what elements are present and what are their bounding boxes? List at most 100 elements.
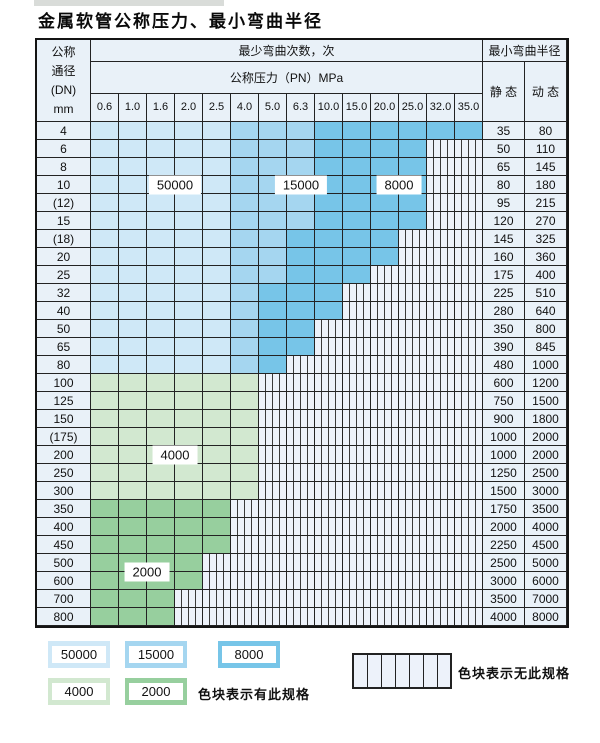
- cycle-zone-cell: [203, 302, 231, 320]
- cycle-zone-cell: [175, 500, 203, 518]
- cycle-zone-cell: [231, 464, 259, 482]
- cycle-zone-cell: [231, 482, 259, 500]
- no-spec-cell: [287, 356, 315, 374]
- no-spec-cell: [455, 356, 483, 374]
- no-spec-cell: [343, 410, 371, 428]
- no-spec-cell: [371, 500, 399, 518]
- no-spec-cell: [427, 608, 455, 626]
- no-spec-cell: [287, 536, 315, 554]
- header-pressure-value: 1.0: [119, 94, 147, 122]
- cycle-zone-cell: [119, 482, 147, 500]
- cycle-zone-cell: [119, 338, 147, 356]
- no-spec-cell: [259, 410, 287, 428]
- cycle-zone-cell: [91, 446, 119, 464]
- legend-note-has-spec: 色块表示有此规格: [198, 687, 311, 702]
- cycle-zone-cell: [147, 410, 175, 428]
- dynamic-radius-cell: 4000: [525, 518, 567, 536]
- cycle-zone-cell: [203, 356, 231, 374]
- no-spec-cell: [371, 608, 399, 626]
- no-spec-cell: [343, 482, 371, 500]
- no-spec-cell: [427, 446, 455, 464]
- no-spec-cell: [231, 608, 259, 626]
- dynamic-radius-cell: 640: [525, 302, 567, 320]
- no-spec-cell: [455, 212, 483, 230]
- cycle-zone-cell: [147, 392, 175, 410]
- cycle-zone-cell: [175, 428, 203, 446]
- cycle-zone-cell: [147, 230, 175, 248]
- no-spec-cell: [175, 608, 203, 626]
- no-spec-cell: [427, 212, 455, 230]
- cycle-zone-cell: [287, 302, 315, 320]
- no-spec-cell: [427, 392, 455, 410]
- cycle-zone-cell: [91, 140, 119, 158]
- dn-cell: (12): [37, 194, 91, 212]
- cycle-zone-cell: [203, 518, 231, 536]
- cycle-zone-cell: [147, 374, 175, 392]
- no-spec-cell: [175, 590, 203, 608]
- no-spec-cell: [399, 230, 427, 248]
- cycle-zone-cell: [259, 248, 287, 266]
- no-spec-cell: [399, 356, 427, 374]
- static-radius-cell: 35: [483, 122, 525, 140]
- no-spec-cell: [399, 590, 427, 608]
- cycle-zone-cell: [119, 194, 147, 212]
- no-spec-cell: [455, 428, 483, 446]
- cycle-zone-cell: [231, 446, 259, 464]
- no-spec-cell: [315, 608, 343, 626]
- legend-swatch-15000: 15000: [125, 641, 187, 668]
- dynamic-radius-cell: 325: [525, 230, 567, 248]
- dn-cell: (175): [37, 428, 91, 446]
- cycle-zone-cell: [119, 266, 147, 284]
- no-spec-cell: [455, 410, 483, 428]
- no-spec-cell: [427, 554, 455, 572]
- dn-cell: 800: [37, 608, 91, 626]
- dynamic-radius-cell: 1500: [525, 392, 567, 410]
- header-pressure-value: 2.5: [203, 94, 231, 122]
- no-spec-cell: [343, 590, 371, 608]
- cycle-zone-cell: [259, 356, 287, 374]
- no-spec-cell: [399, 248, 427, 266]
- cycle-zone-cell: [175, 248, 203, 266]
- dn-cell: 150: [37, 410, 91, 428]
- no-spec-cell: [371, 446, 399, 464]
- legend-swatch-label: 50000: [52, 646, 106, 663]
- cycle-zone-cell: [231, 140, 259, 158]
- cycle-zone-cell: [371, 212, 399, 230]
- cycle-zone-cell: [175, 320, 203, 338]
- no-spec-cell: [203, 590, 231, 608]
- cycle-zone-cell: [203, 122, 231, 140]
- cycle-zone-cell: [119, 320, 147, 338]
- zone-label-50000: 50000: [148, 175, 202, 195]
- no-spec-cell: [455, 554, 483, 572]
- dynamic-radius-cell: 3500: [525, 500, 567, 518]
- cycle-zone-cell: [91, 572, 119, 590]
- cycle-zone-cell: [147, 338, 175, 356]
- cycle-zone-cell: [371, 140, 399, 158]
- cycle-zone-cell: [203, 428, 231, 446]
- cycle-zone-cell: [231, 122, 259, 140]
- no-spec-cell: [259, 392, 287, 410]
- dn-cell: 125: [37, 392, 91, 410]
- no-spec-cell: [343, 320, 371, 338]
- no-spec-cell: [287, 572, 315, 590]
- cycle-zone-cell: [399, 122, 427, 140]
- no-spec-cell: [203, 554, 231, 572]
- no-spec-cell: [231, 518, 259, 536]
- no-spec-cell: [427, 302, 455, 320]
- cycle-zone-cell: [147, 284, 175, 302]
- no-spec-cell: [315, 482, 343, 500]
- dynamic-radius-cell: 180: [525, 176, 567, 194]
- cycle-zone-cell: [91, 284, 119, 302]
- cycle-zone-cell: [203, 374, 231, 392]
- header-static: 静 态: [483, 62, 525, 122]
- cycle-zone-cell: [203, 158, 231, 176]
- no-spec-cell: [343, 500, 371, 518]
- header-bend-cycles: 最少弯曲次数，次: [91, 40, 483, 62]
- no-spec-cell: [287, 428, 315, 446]
- no-spec-cell: [315, 374, 343, 392]
- no-spec-cell: [427, 176, 455, 194]
- dn-cell: 450: [37, 536, 91, 554]
- cycle-zone-cell: [315, 194, 343, 212]
- cycle-zone-cell: [259, 338, 287, 356]
- cycle-zone-cell: [259, 302, 287, 320]
